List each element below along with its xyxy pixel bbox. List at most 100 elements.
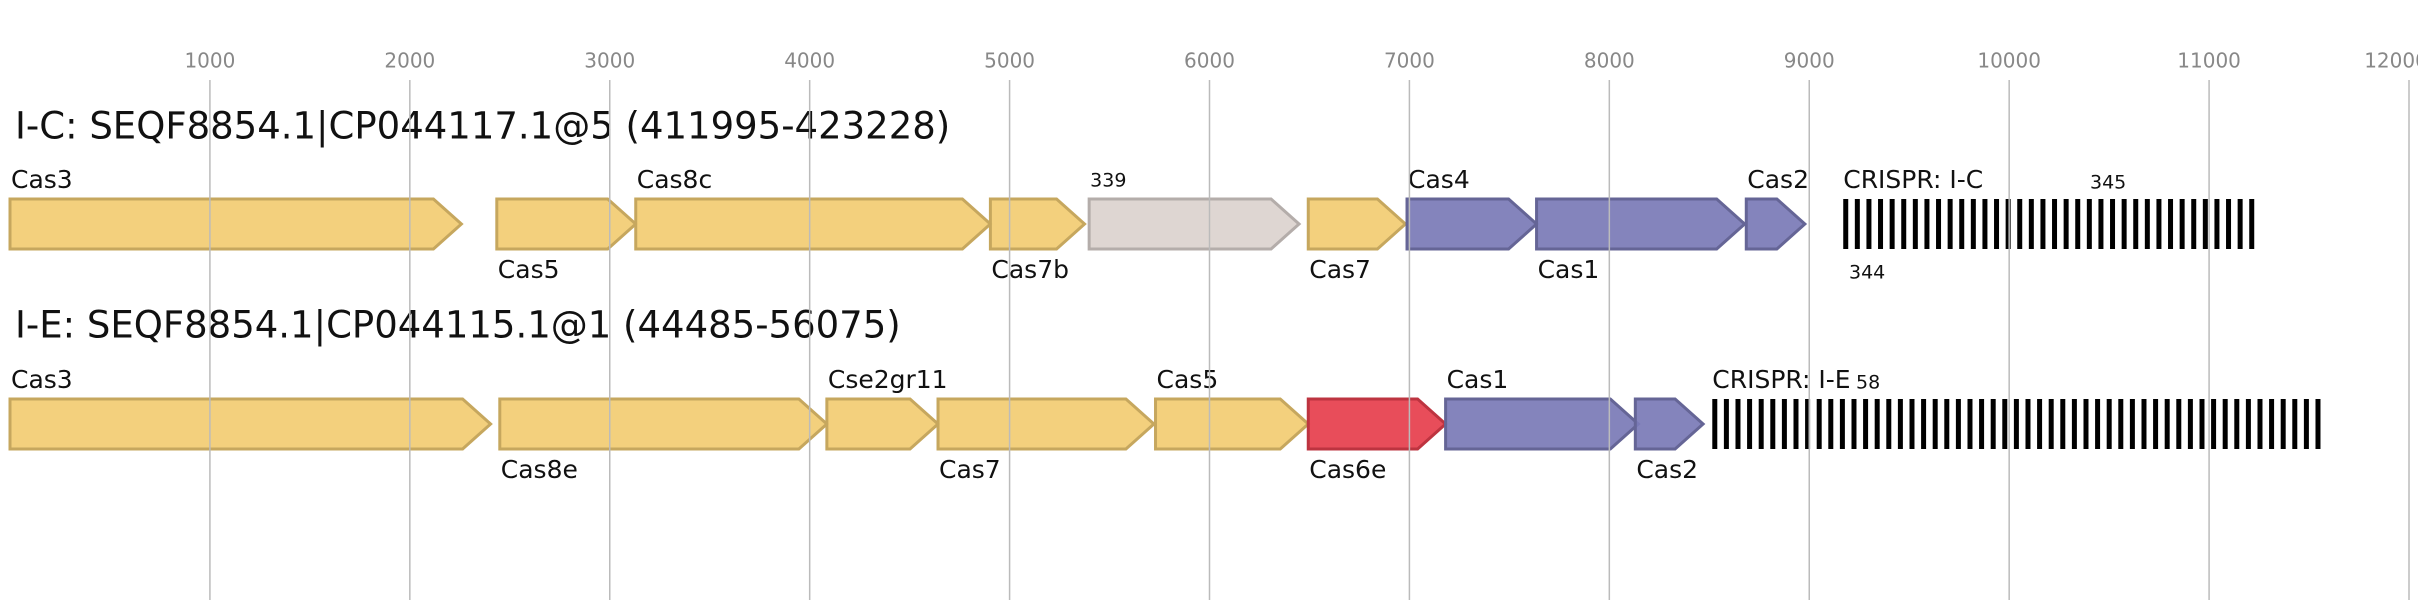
gene-label: Cas7: [939, 455, 1001, 484]
x-tick-label: 1000: [184, 49, 235, 73]
crispr-repeat: [1886, 399, 1892, 449]
crispr-repeat: [1924, 199, 1930, 249]
gene-label: Cas5: [498, 255, 560, 284]
gene-arrow: [825, 397, 941, 451]
crispr-repeat: [2292, 399, 2298, 449]
crispr-repeat: [1947, 199, 1953, 249]
crispr-repeat: [2002, 399, 2008, 449]
crispr-repeat: [1959, 199, 1965, 249]
crispr-repeat: [1912, 199, 1918, 249]
crispr-repeat: [2176, 399, 2182, 449]
crispr-repeat: [1854, 199, 1860, 249]
crispr-repeat: [1970, 199, 1976, 249]
gene-arrow: [1154, 397, 1311, 451]
crispr-repeat: [2257, 399, 2263, 449]
crispr-repeat: [1866, 199, 1872, 249]
crispr-repeat: [1889, 199, 1895, 249]
crispr-repeat: [2226, 199, 2232, 249]
crispr-repeat: [2191, 199, 2197, 249]
gene-label: Cas7b: [991, 255, 1069, 284]
x-tick-label: 5000: [984, 49, 1035, 73]
crispr-repeat: [1994, 199, 2000, 249]
crispr-repeat: [1781, 399, 1787, 449]
crispr-repeat: [1805, 399, 1811, 449]
gene-arrow: [8, 397, 493, 451]
gene-arrow: [1633, 397, 1706, 451]
gene-label: Cas3: [11, 165, 73, 194]
crispr-repeat: [2187, 399, 2193, 449]
x-tick-label: 4000: [784, 49, 835, 73]
crispr-repeat: [2141, 399, 2147, 449]
gene-label: Cas1: [1447, 365, 1509, 394]
crispr-label: CRISPR: I-C: [1843, 165, 1983, 194]
crispr-repeat: [1712, 399, 1718, 449]
crispr-repeat: [2071, 399, 2077, 449]
crispr-repeat: [2063, 199, 2069, 249]
gene-arrow: [1087, 197, 1302, 251]
crispr-repeat: [1897, 399, 1903, 449]
gene-arrow: [1405, 197, 1539, 251]
crispr-annotation: 344: [1849, 262, 1885, 284]
crispr-repeat: [2144, 199, 2150, 249]
gene-label: Cas4: [1408, 165, 1470, 194]
crispr-repeat: [2164, 399, 2170, 449]
crispr-repeat: [2129, 399, 2135, 449]
gene-arrow: [495, 197, 638, 251]
crispr-annotation: 345: [2090, 172, 2126, 194]
crispr-repeat: [1851, 399, 1857, 449]
crispr-repeat: [2199, 399, 2205, 449]
gene-label: Cas8c: [637, 165, 712, 194]
crispr-repeat: [1758, 399, 1764, 449]
gene-arrow: [1306, 397, 1448, 451]
crispr-repeat: [1828, 399, 1834, 449]
crispr-repeat: [2025, 399, 2031, 449]
crispr-repeat: [1990, 399, 1996, 449]
crispr-repeat: [2017, 199, 2023, 249]
crispr-repeat: [1816, 399, 1822, 449]
crispr-repeat: [2075, 199, 2081, 249]
crispr-repeat: [1967, 399, 1973, 449]
crispr-repeat: [2280, 399, 2286, 449]
track-title: I-C: SEQF8854.1|CP044117.1@5 (411995-423…: [15, 105, 950, 148]
crispr-repeat: [2222, 399, 2228, 449]
gene-label: 339: [1090, 170, 1126, 192]
crispr-repeat: [2214, 199, 2220, 249]
crispr-repeat: [1944, 399, 1950, 449]
crispr-repeat: [2168, 199, 2174, 249]
gene-arrow: [936, 397, 1157, 451]
crispr-repeat: [2202, 199, 2208, 249]
crispr-repeat: [2133, 199, 2139, 249]
gene-label: Cas3: [11, 365, 73, 394]
gene-label: Cse2gr11: [828, 365, 948, 394]
gene-label: Cas2: [1636, 455, 1698, 484]
crispr-repeat: [2005, 199, 2011, 249]
track-title: I-E: SEQF8854.1|CP044115.1@1 (44485-5607…: [15, 304, 901, 347]
crispr-repeat: [2153, 399, 2159, 449]
crispr-repeat: [2048, 399, 2054, 449]
gene-label: Cas2: [1747, 165, 1809, 194]
crispr-repeat: [1936, 199, 1942, 249]
x-tick-label: 12000: [2364, 49, 2418, 73]
crispr-repeat: [2269, 399, 2275, 449]
crispr-repeat: [2086, 199, 2092, 249]
crispr-annotation: 58: [1856, 372, 1880, 394]
crispr-repeat: [1747, 399, 1753, 449]
crispr-repeat: [1723, 399, 1729, 449]
x-tick-label: 8000: [1584, 49, 1635, 73]
crispr-array: [1843, 199, 2255, 249]
crispr-repeat: [1909, 399, 1915, 449]
gene-label: Cas6e: [1309, 455, 1386, 484]
crispr-repeat: [2179, 199, 2185, 249]
gene-label: Cas1: [1538, 255, 1600, 284]
crispr-repeat: [2040, 199, 2046, 249]
crispr-repeat: [2060, 399, 2066, 449]
x-tick-label: 10000: [1977, 49, 2041, 73]
crispr-label: CRISPR: I-E: [1712, 365, 1850, 394]
crispr-repeat: [1955, 399, 1961, 449]
crispr-repeat: [2234, 399, 2240, 449]
crispr-repeat: [1770, 399, 1776, 449]
crispr-repeat: [1982, 199, 1988, 249]
crispr-repeat: [2110, 199, 2116, 249]
crispr-repeat: [2121, 199, 2127, 249]
